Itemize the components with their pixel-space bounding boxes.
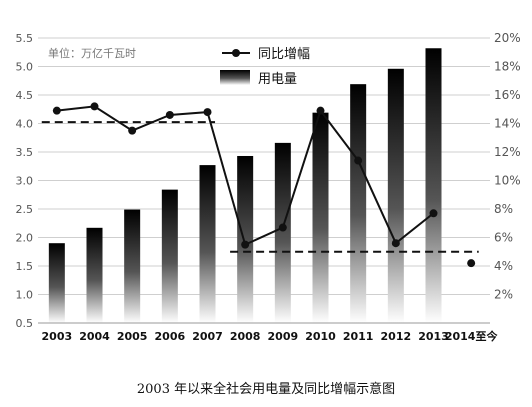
growth-point xyxy=(278,223,287,232)
y-right-tick-label: 8% xyxy=(494,202,513,216)
growth-point xyxy=(165,110,174,119)
y-right-tick-label: 2% xyxy=(494,288,513,302)
usage-bar xyxy=(124,209,141,323)
growth-point xyxy=(354,156,363,165)
usage-bar xyxy=(237,155,254,323)
usage-bar xyxy=(425,48,442,323)
growth-point xyxy=(128,126,137,135)
y-right-tick-label: 4% xyxy=(494,259,513,273)
y-right-tick-label: 12% xyxy=(494,145,521,159)
y-left-tick-label: 4.5 xyxy=(16,89,34,102)
usage-bar xyxy=(350,84,367,323)
x-tick-label: 2004 xyxy=(79,330,110,343)
legend-label-growth: 同比增幅 xyxy=(258,47,310,62)
x-tick-label: 2005 xyxy=(117,330,148,343)
chart-svg: 0.5 1.0 1.5 2.0 2.5 3.0 3.5 4.0 4.5 5.0 5.5 2% 4% 6% 8… xyxy=(16,31,521,343)
x-tick-label: 2012 xyxy=(381,330,412,343)
grid-layer xyxy=(38,37,490,324)
x-tick-label: 2008 xyxy=(230,330,261,343)
y-right-tick-label: 16% xyxy=(494,88,521,102)
legend-label-usage: 用电量 xyxy=(258,72,297,87)
unit-note: 单位：万亿千瓦时 xyxy=(48,46,136,60)
reference-lines xyxy=(41,121,479,253)
growth-point xyxy=(52,106,61,115)
y-left-tick-label: 3.5 xyxy=(16,146,34,159)
x-tick-label: 2006 xyxy=(155,330,186,343)
x-tick-label: 2010 xyxy=(305,330,336,343)
y-right-tick-label: 14% xyxy=(494,117,521,131)
x-tick-label: 2003 xyxy=(42,330,73,343)
usage-bar xyxy=(86,227,103,323)
growth-point xyxy=(467,259,476,268)
legend-bar-swatch xyxy=(220,70,250,85)
growth-point xyxy=(90,102,99,111)
usage-bar xyxy=(199,165,216,323)
y-left-tick-label: 4.0 xyxy=(16,118,34,131)
y-right-tick-label: 6% xyxy=(494,231,513,245)
chart-caption: 2003 年以来全社会用电量及同比增幅示意图 xyxy=(136,382,396,397)
legend-line-point xyxy=(232,49,240,57)
usage-bar xyxy=(274,142,291,323)
usage-bar xyxy=(312,112,329,323)
x-tick-label: 2011 xyxy=(343,330,374,343)
growth-point xyxy=(241,240,250,249)
y-left-tick-label: 5.0 xyxy=(16,61,34,74)
axis-layer: 0.5 1.0 1.5 2.0 2.5 3.0 3.5 4.0 4.5 5.0 5.5 2% 4% 6% 8… xyxy=(16,31,521,343)
y-left-tick-label: 2.0 xyxy=(16,232,34,245)
x-tick-label: 2007 xyxy=(192,330,223,343)
usage-bar xyxy=(48,243,65,323)
growth-point xyxy=(391,239,400,248)
y-left-tick-label: 1.5 xyxy=(16,260,34,273)
x-tick-label: 2013 xyxy=(418,330,449,343)
growth-point xyxy=(429,209,438,218)
growth-point xyxy=(203,108,212,117)
usage-bar xyxy=(161,189,178,323)
legend: 同比增幅 用电量 xyxy=(220,47,310,87)
growth-line-layer xyxy=(52,102,476,268)
x-tick-label: 2014至今 xyxy=(445,329,499,343)
y-right-tick-label: 18% xyxy=(494,60,521,74)
y-left-tick-label: 2.5 xyxy=(16,203,34,216)
y-left-tick-label: 0.5 xyxy=(16,317,34,330)
growth-point xyxy=(316,106,325,115)
usage-bar xyxy=(387,68,404,323)
x-tick-label: 2009 xyxy=(268,330,299,343)
y-left-tick-label: 1.0 xyxy=(16,289,34,302)
y-right-tick-label: 10% xyxy=(494,174,521,188)
bars-layer xyxy=(48,48,442,323)
y-left-tick-label: 5.5 xyxy=(16,32,34,45)
y-left-tick-label: 3.0 xyxy=(16,175,34,188)
y-right-tick-label: 20% xyxy=(494,31,521,45)
